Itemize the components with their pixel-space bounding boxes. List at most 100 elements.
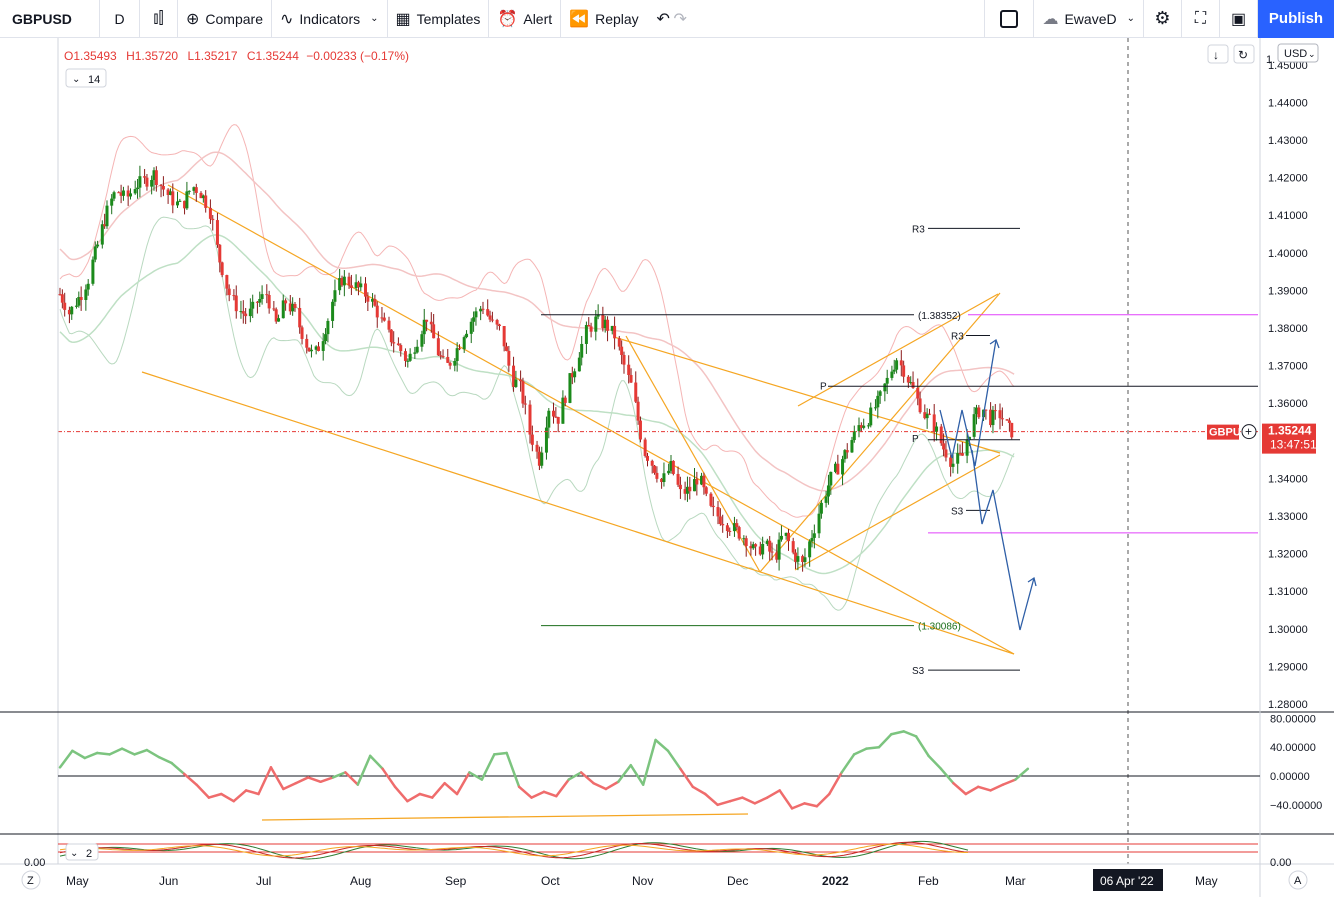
alert-button[interactable]: ⏰ Alert <box>489 0 562 38</box>
rsi-segment <box>182 772 198 786</box>
r3-upper-label: R3 <box>912 224 925 235</box>
timezone-button[interactable] <box>21 870 41 890</box>
settings-button[interactable]: ⚙ <box>1144 0 1182 38</box>
templates-label: Templates <box>416 10 481 27</box>
chart-canvas[interactable]: R3 (1.38352) R3 P P S3 (1.30086) S3 1.45000 1.44… <box>0 38 1334 897</box>
undo-icon[interactable]: ↶ <box>656 10 670 28</box>
fullscreen-button[interactable]: ⛶ <box>1182 0 1220 38</box>
rsi-segment <box>716 799 732 807</box>
candle-body <box>563 397 567 403</box>
candle-body <box>199 192 203 199</box>
trendline <box>613 336 1001 454</box>
price-tick-label: 1.29000 <box>1268 661 1308 673</box>
price-tick-label: 1.44000 <box>1268 97 1308 109</box>
snapshot-button[interactable]: ▣ <box>1220 0 1258 38</box>
refresh-button[interactable] <box>1233 44 1255 64</box>
candle-body <box>676 473 680 485</box>
candle-body <box>594 316 598 332</box>
rsi-axis[interactable]: 80.00000 40.00000 0.00000 −40.00000 <box>1270 713 1322 811</box>
candle-body <box>744 538 748 547</box>
candle-body <box>324 334 328 342</box>
publish-button[interactable]: Publish <box>1258 0 1334 38</box>
rsi-segment <box>952 781 968 796</box>
candle-body <box>138 176 142 188</box>
candle-body <box>620 346 624 356</box>
upper-band <box>59 124 1015 518</box>
candle-body <box>737 527 741 539</box>
candles <box>58 165 1014 572</box>
candle-body <box>989 409 993 426</box>
candle-type-button[interactable]: ⫾⫿ <box>140 0 178 38</box>
rsi-tick-label: 0.00000 <box>1270 771 1310 783</box>
fullscreen-toggle-button[interactable] <box>984 0 1035 38</box>
rsi-segment <box>790 802 806 810</box>
scroll-down-button[interactable] <box>1207 44 1229 64</box>
add-order-button[interactable] <box>1241 424 1257 440</box>
candle-body <box>317 346 320 351</box>
redo-icon[interactable]: ↷ <box>673 10 687 28</box>
candle-body <box>850 440 854 453</box>
candle-body <box>415 346 419 353</box>
candle-body <box>502 326 506 347</box>
candle-body <box>96 244 100 247</box>
candle-body <box>878 391 882 396</box>
layout-button[interactable]: ☁ EwaveD ⌄ <box>1034 0 1144 38</box>
replay-button[interactable]: ⏪ Replay <box>561 0 647 38</box>
auto-scale-button[interactable] <box>1288 870 1308 890</box>
rsi-segment <box>753 796 769 805</box>
gear-icon: ⚙ <box>1154 8 1171 28</box>
s3-upper-label: S3 <box>951 506 964 517</box>
rsi-segment <box>331 771 347 779</box>
rsi-segment <box>617 763 633 784</box>
symbol-search-button[interactable]: GBPUSD <box>0 0 100 38</box>
candle-body <box>843 450 847 460</box>
candle-body <box>232 295 236 297</box>
compare-label: Compare <box>205 10 263 27</box>
candle-body <box>192 187 196 191</box>
rsi-segment <box>108 747 124 756</box>
candle-body <box>826 485 830 497</box>
candle-body <box>923 412 927 419</box>
candle-body <box>439 355 443 357</box>
candle-body <box>671 460 675 474</box>
candle-body <box>145 177 149 187</box>
oscillator-lines <box>58 840 1258 860</box>
candle-body <box>942 443 946 450</box>
time-axis[interactable]: May Jun Jul Aug Sep Oct Nov Dec 2022 Feb Mar May <box>66 874 1218 888</box>
candle-body <box>265 294 269 296</box>
compare-button[interactable]: ⊕ Compare <box>178 0 272 38</box>
indicators-label: Indicators <box>299 10 361 27</box>
rsi-segment <box>728 796 744 803</box>
candle-body <box>152 170 156 181</box>
chevron-down-icon[interactable]: ⌄ <box>1126 13 1135 24</box>
rsi-segment <box>480 753 496 781</box>
currency-selector[interactable] <box>1277 43 1319 63</box>
candle-body <box>721 523 725 526</box>
indicators-button[interactable]: ∿ Indicators ⌄ <box>272 0 388 38</box>
pivot-levels: R3 (1.38352) R3 P P S3 (1.30086) S3 <box>541 224 1258 677</box>
oscillator-collapse-button[interactable] <box>65 843 99 861</box>
templates-button[interactable]: ▦ Templates <box>388 0 490 38</box>
time-tick-label: 2022 <box>822 874 849 888</box>
candle-body <box>272 308 276 310</box>
candle-body <box>732 523 736 532</box>
interval-button[interactable]: D <box>100 0 140 38</box>
candle-body <box>136 187 140 190</box>
replay-label: Replay <box>595 10 639 27</box>
price-tick-label: 1.38000 <box>1268 323 1308 335</box>
candle-body <box>425 319 429 322</box>
candle-body <box>422 319 426 335</box>
indicators-collapse-button[interactable] <box>65 68 107 88</box>
candle-body <box>171 191 175 206</box>
camera-icon: ▣ <box>1230 10 1247 28</box>
candle-body <box>956 453 960 464</box>
rsi-segment <box>542 790 558 798</box>
candle-body <box>613 325 617 339</box>
candle-body <box>939 426 943 444</box>
candle-body <box>791 541 795 553</box>
rsi-segment <box>852 747 868 756</box>
date-cursor-label: 06 Apr '22 <box>1100 874 1154 888</box>
candle-body <box>201 195 205 199</box>
chevron-down-icon[interactable]: ⌄ <box>370 13 379 24</box>
candle-body <box>869 407 873 426</box>
